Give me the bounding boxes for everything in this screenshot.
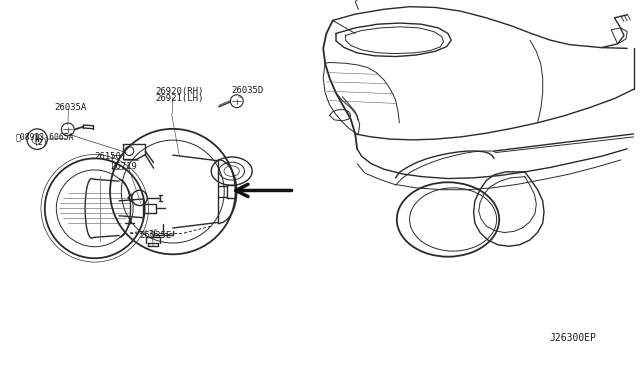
Text: 26150: 26150 <box>94 152 121 161</box>
Text: 26719: 26719 <box>110 162 137 171</box>
Text: 26035A: 26035A <box>54 103 86 112</box>
Text: N: N <box>35 135 40 144</box>
Text: 26920(RH): 26920(RH) <box>155 87 204 96</box>
Text: ⓝ08913-6065A: ⓝ08913-6065A <box>16 132 74 141</box>
Text: 26035D: 26035D <box>232 86 264 94</box>
Text: 26035E: 26035E <box>140 231 172 240</box>
Text: 26921(LH): 26921(LH) <box>155 94 204 103</box>
Text: J26300EP: J26300EP <box>549 333 596 343</box>
Text: (2): (2) <box>33 138 48 147</box>
